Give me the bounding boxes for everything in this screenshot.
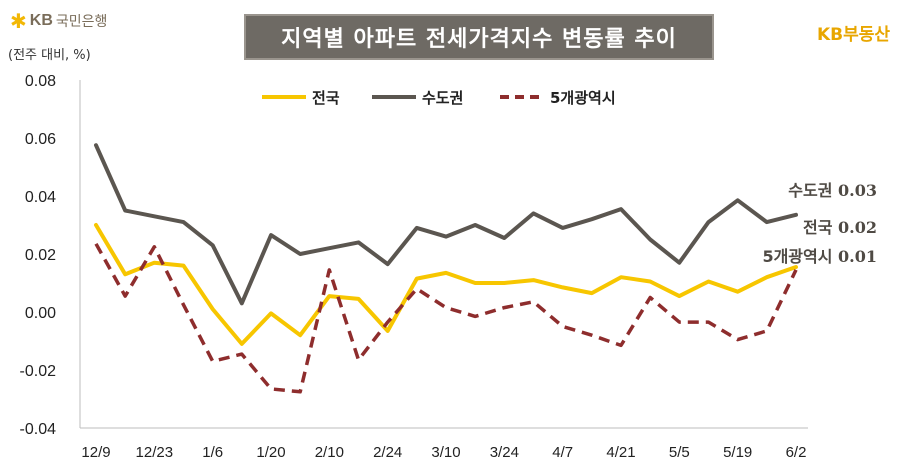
y-tick-label: 0.04	[25, 189, 56, 206]
legend-item-metro5-label: 5개광역시	[550, 89, 616, 107]
series-line-nationwide	[94, 223, 798, 346]
chart-axes	[79, 80, 808, 429]
y-tick-label: -0.02	[20, 363, 57, 380]
y-tick-labels: 0.08 0.06 0.04 0.02 0.00 -0.02 -0.04	[20, 73, 57, 438]
y-tick-label: -0.04	[20, 421, 57, 438]
x-tick-label: 2/24	[373, 444, 402, 461]
y-tick-label: 0.06	[25, 131, 56, 148]
kb-star-icon: ✱	[10, 9, 27, 33]
x-tick-label: 1/6	[202, 444, 223, 461]
legend: 전국 수도권 5개광역시	[262, 89, 616, 107]
x-tick-labels: 12/9 12/23 1/6 1/20 2/10 2/24 3/10 3/24 4/7 4/21 5…	[81, 444, 806, 461]
series-lines	[94, 143, 798, 394]
end-label: 전국 0.02	[803, 218, 877, 237]
x-tick-label: 3/24	[490, 444, 519, 461]
end-label: 5개광역시 0.01	[762, 247, 877, 266]
x-tick-label: 4/21	[606, 444, 635, 461]
end-label: 수도권 0.03	[788, 181, 877, 200]
y-axis-unit-label: (전주 대비, %)	[8, 48, 91, 63]
x-tick-label: 12/9	[81, 444, 110, 461]
kb-real-estate-brand: KB부동산	[816, 25, 890, 45]
y-tick-label: 0.02	[25, 247, 56, 264]
x-tick-label: 6/2	[786, 444, 807, 461]
y-tick-label: 0.00	[25, 305, 56, 322]
x-tick-label: 5/19	[723, 444, 752, 461]
series-line-capital	[94, 143, 798, 306]
x-tick-label: 2/10	[315, 444, 344, 461]
x-tick-label: 5/5	[669, 444, 690, 461]
x-tick-label: 3/10	[431, 444, 460, 461]
legend-item-capital-label: 수도권	[422, 89, 463, 107]
x-tick-label: 4/7	[552, 444, 573, 461]
logo-bank-text: 국민은행	[55, 14, 108, 30]
chart-title: 지역별 아파트 전세가격지수 변동률 추이	[281, 27, 677, 52]
series-line-metro5	[94, 242, 798, 394]
kb-bank-logo: ✱ KB 국민은행	[10, 8, 107, 34]
x-tick-label: 1/20	[256, 444, 285, 461]
chart-title-box: 지역별 아파트 전세가격지수 변동률 추이	[244, 14, 714, 60]
legend-item-nationwide-label: 전국	[312, 89, 340, 107]
logo-kb-text: KB	[29, 12, 53, 29]
y-tick-label: 0.08	[25, 73, 56, 90]
end-labels: 수도권 0.03 전국 0.02 5개광역시 0.01	[762, 181, 877, 266]
x-tick-label: 12/23	[136, 444, 174, 461]
